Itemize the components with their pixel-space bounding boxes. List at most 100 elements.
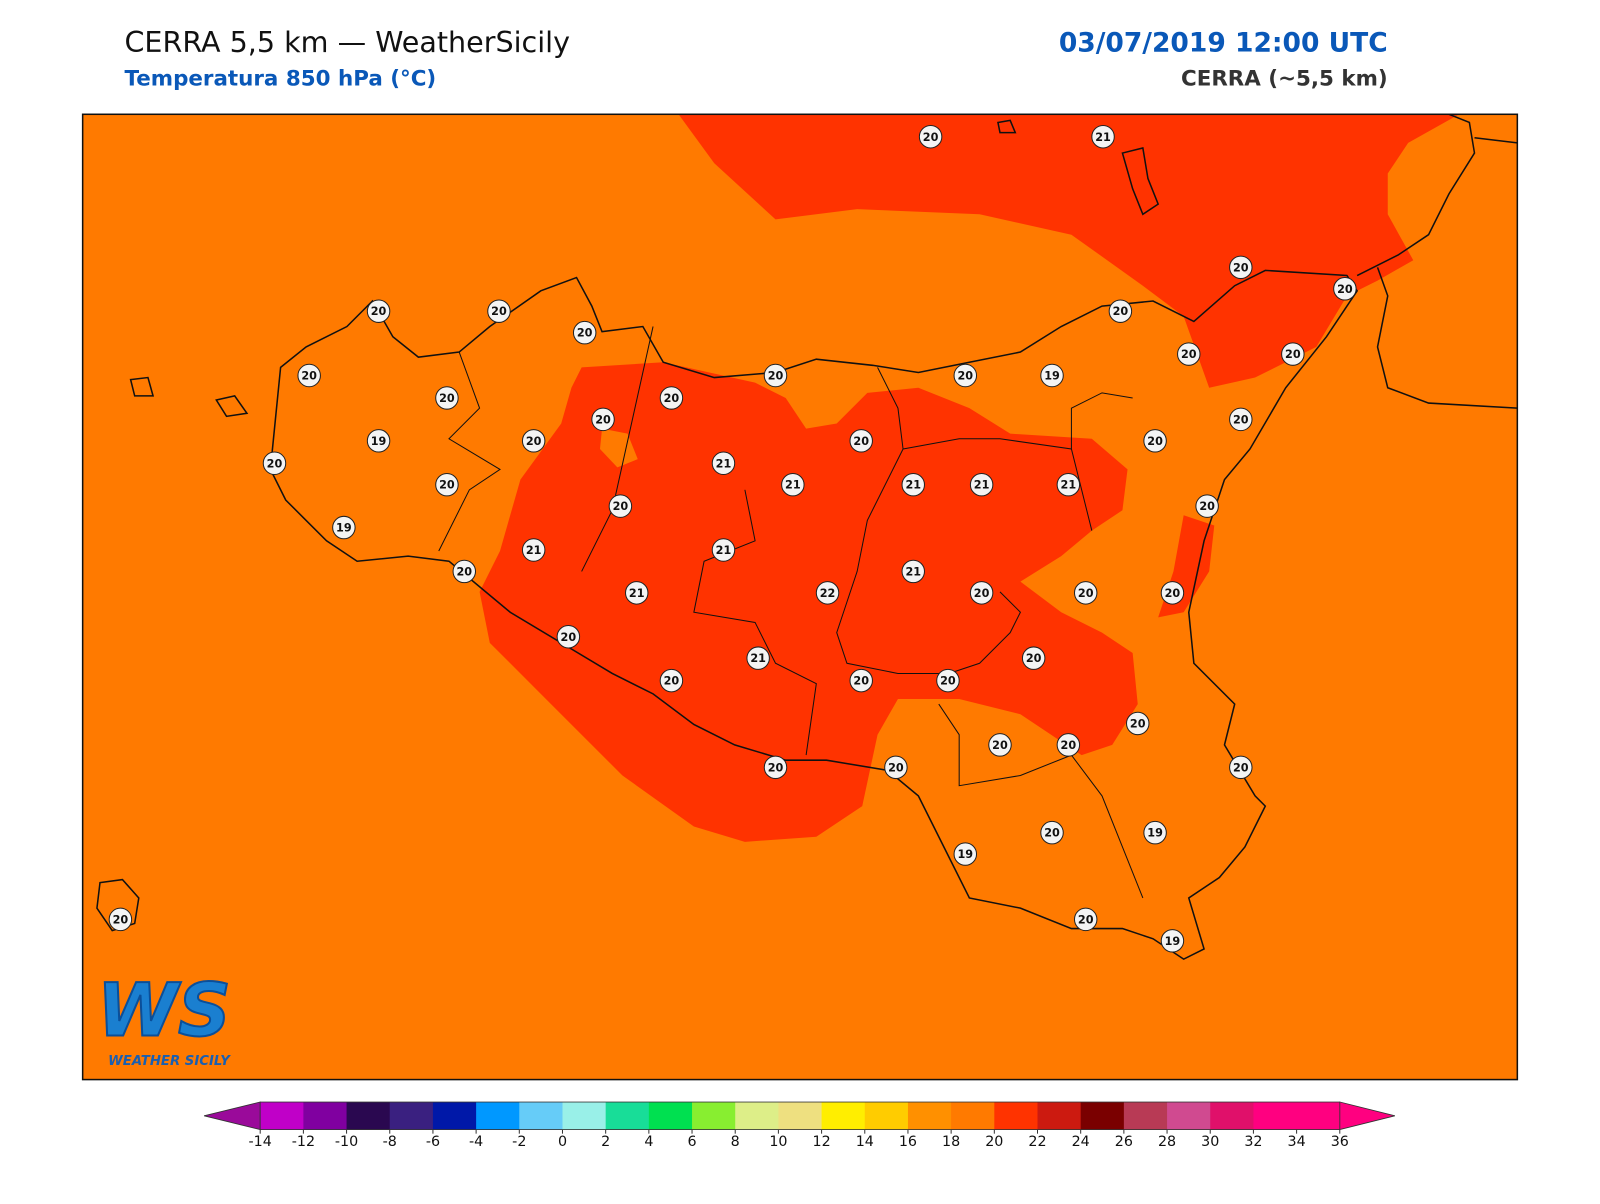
station-marker: [1195, 494, 1219, 518]
station: 20: [1040, 820, 1064, 845]
station-marker: [1091, 124, 1115, 149]
station: 21: [781, 472, 805, 497]
colorbar-bin: [260, 1102, 304, 1130]
colorbar-tick-label: 6: [687, 1134, 696, 1150]
station: 20: [572, 320, 597, 345]
station-value: 20: [1181, 348, 1197, 361]
station-value: 20: [1337, 283, 1353, 296]
station-value: 19: [1165, 935, 1181, 948]
station-value: 20: [853, 675, 869, 688]
station-value: 20: [1113, 305, 1129, 318]
colorbar-tick-label: 14: [856, 1134, 874, 1150]
station-value: 20: [940, 675, 956, 688]
island: [129, 376, 155, 397]
station: 19: [366, 429, 391, 453]
colorbar-tick-label: -6: [426, 1134, 440, 1150]
station-marker: [572, 320, 597, 345]
station-value: 20: [1130, 717, 1146, 730]
station: 20: [1195, 494, 1219, 518]
station: 20: [988, 733, 1012, 757]
station-value: 19: [1044, 370, 1060, 383]
station: 20: [936, 668, 960, 693]
station-marker: [918, 124, 943, 149]
station: 20: [763, 755, 788, 780]
colorbar-bin: [994, 1102, 1039, 1130]
station-marker: [659, 668, 684, 693]
station-marker: [521, 538, 546, 562]
colorbar-tick-label: 36: [1331, 1134, 1349, 1150]
station: 20: [1229, 755, 1253, 780]
colorbar-bin: [562, 1102, 607, 1130]
station: 20: [487, 299, 511, 323]
station-marker: [1281, 342, 1305, 366]
station-marker: [659, 386, 684, 410]
station: 21: [1056, 472, 1081, 497]
colorbar-tick-label: 24: [1072, 1134, 1090, 1150]
station-marker: [1143, 820, 1167, 845]
station-marker: [1108, 299, 1133, 323]
station: 21: [1091, 124, 1115, 149]
station: 19: [953, 842, 978, 866]
station-value: 19: [1147, 827, 1163, 840]
colorbar-bin: [303, 1102, 348, 1130]
station: 19: [332, 515, 356, 540]
colorbar-tick-label: -14: [249, 1134, 272, 1150]
station-value: 21: [716, 457, 732, 470]
station: 20: [1143, 429, 1167, 453]
station-marker: [1056, 733, 1081, 757]
station: 20: [591, 407, 615, 432]
station: 21: [711, 538, 736, 562]
station: 20: [1126, 711, 1150, 736]
station-value: 20: [1147, 435, 1163, 448]
station: 20: [1073, 581, 1098, 605]
logo-text: WEATHER SICILY: [108, 1054, 231, 1069]
colorbar-bin: [1296, 1102, 1341, 1130]
station-value: 21: [629, 587, 645, 600]
colorbar-tick-label: -12: [292, 1134, 315, 1150]
station-value: 20: [1061, 739, 1077, 752]
station-marker: [1229, 755, 1253, 780]
station-value: 20: [1233, 413, 1249, 426]
station-value: 20: [768, 370, 784, 383]
station-marker: [521, 429, 546, 453]
colorbar-tick-label: 4: [644, 1134, 653, 1150]
colorbar-tick-label: 26: [1115, 1134, 1133, 1150]
colorbar-bin: [951, 1102, 995, 1130]
station-marker: [1160, 581, 1185, 605]
colorbar-tick-label: 20: [985, 1134, 1003, 1150]
colorbar-bin: [1037, 1102, 1082, 1130]
station-marker: [1021, 646, 1046, 670]
datetime: 03/07/2019 12:00 UTC: [1059, 27, 1388, 58]
station-marker: [1126, 711, 1150, 736]
colorbar-tick-label: 28: [1158, 1134, 1176, 1150]
colorbar-bin: [692, 1102, 736, 1130]
colorbar-bin: [519, 1102, 563, 1130]
station: 20: [108, 907, 133, 932]
station: 20: [969, 581, 994, 605]
station-value: 19: [371, 435, 387, 448]
sicily-coast: [269, 269, 1359, 961]
station-marker: [763, 755, 788, 780]
station: 19: [1040, 363, 1064, 388]
station: 20: [1229, 407, 1253, 432]
colorbar-tick-label: -2: [512, 1134, 526, 1150]
station-value: 21: [1095, 131, 1111, 144]
station-value: 20: [439, 479, 455, 492]
station-marker: [711, 451, 736, 475]
station-value: 20: [888, 761, 904, 774]
colorbar-tick-label: 8: [731, 1134, 740, 1150]
station-value: 20: [1285, 348, 1301, 361]
station: 20: [1160, 581, 1185, 605]
station-value: 20: [1026, 652, 1042, 665]
station-marker: [781, 472, 805, 497]
colorbar-bin: [648, 1102, 693, 1130]
station: 20: [366, 299, 391, 323]
colorbar-tick-label: 16: [899, 1134, 917, 1150]
station: 20: [1073, 907, 1098, 932]
station-marker: [297, 363, 321, 388]
colorbar-bin: [821, 1102, 866, 1130]
colorbar-tick-label: 2: [601, 1134, 610, 1150]
station-marker: [815, 581, 840, 605]
colorbar-bin: [1167, 1102, 1211, 1130]
station: 19: [1160, 929, 1185, 953]
